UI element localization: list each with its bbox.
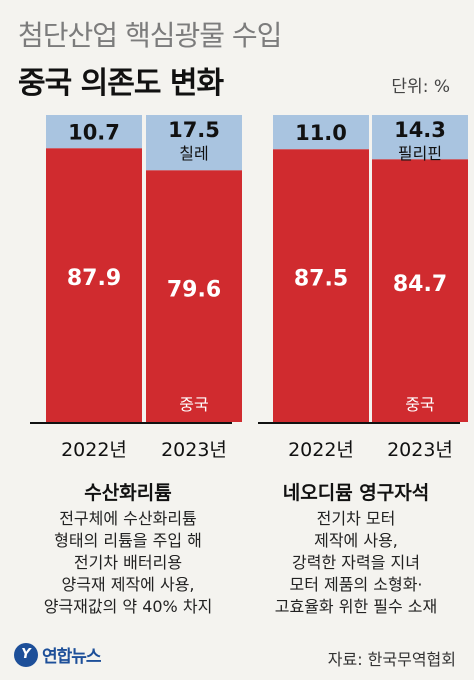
data-label-other: 10.7 <box>68 121 120 145</box>
desc-line: 전구체에 수산화리튬 <box>59 509 197 528</box>
x-tick-label: 2023년 <box>161 439 227 461</box>
unit-label: 단위: % <box>391 77 450 97</box>
data-label-china: 79.6 <box>167 278 221 303</box>
bar-other-segment <box>273 115 369 150</box>
china-series-label: 중국 <box>179 395 208 414</box>
desc-line: 강력한 자력을 지녀 <box>292 553 420 572</box>
bar-other-segment <box>146 115 242 171</box>
panel-desc-lithium-hydroxide: 전구체에 수산화리튬 형태의 리튬을 주입 해 전기차 배터리용 양극재 제작에… <box>12 508 244 618</box>
chart-title-line2: 중국 의존도 변화 <box>18 66 224 101</box>
yonhap-logo-icon: Y <box>14 642 38 667</box>
china-series-label: 중국 <box>405 395 434 414</box>
desc-line: 형태의 리튬을 주입 해 <box>54 531 202 550</box>
desc-line: 양극재 제작에 사용, <box>61 575 195 594</box>
chart-title-line1: 첨단산업 핵심광물 수입 <box>18 19 282 52</box>
source-note: 자료: 한국무역협회 <box>327 650 456 669</box>
data-label-china: 87.5 <box>294 266 348 291</box>
bar-other-segment <box>372 115 468 160</box>
desc-line: 양극재값의 약 40% 차지 <box>43 597 213 616</box>
data-label-other: 11.0 <box>295 121 347 145</box>
desc-line: 모터 제품의 소형화· <box>289 575 423 594</box>
logo-text: 연합뉴스 <box>42 647 102 667</box>
desc-line: 전기차 모터 <box>316 509 396 528</box>
panel-desc-neodymium-magnet: 전기차 모터 제작에 사용, 강력한 자력을 지녀 모터 제품의 소형화· 고효… <box>240 508 472 618</box>
desc-line: 제작에 사용, <box>314 531 398 550</box>
origin-label: 필리핀 <box>398 144 442 163</box>
bar-china-segment <box>146 170 242 422</box>
x-tick-label: 2022년 <box>61 439 127 461</box>
desc-line: 고효율화 위한 필수 소재 <box>274 597 438 616</box>
panel-title-lithium-hydroxide: 수산화리튬 <box>84 482 172 504</box>
bar-other-segment <box>46 115 142 149</box>
data-label-other: 14.3 <box>394 118 446 142</box>
data-label-other: 17.5 <box>168 118 220 142</box>
data-label-china: 87.9 <box>67 266 121 291</box>
bar-china-segment <box>46 148 142 422</box>
bar-china-segment <box>372 159 468 422</box>
x-tick-label: 2023년 <box>387 439 453 461</box>
data-label-china: 84.7 <box>393 272 447 297</box>
x-tick-label: 2022년 <box>288 439 354 461</box>
origin-label: 칠레 <box>179 144 208 163</box>
desc-line: 전기차 배터리용 <box>73 553 183 572</box>
bar-china-segment <box>273 149 369 422</box>
panel-title-neodymium-magnet: 네오디뮴 영구자석 <box>282 482 430 504</box>
yonhap-logo: Y 연합뉴스 <box>14 642 102 667</box>
